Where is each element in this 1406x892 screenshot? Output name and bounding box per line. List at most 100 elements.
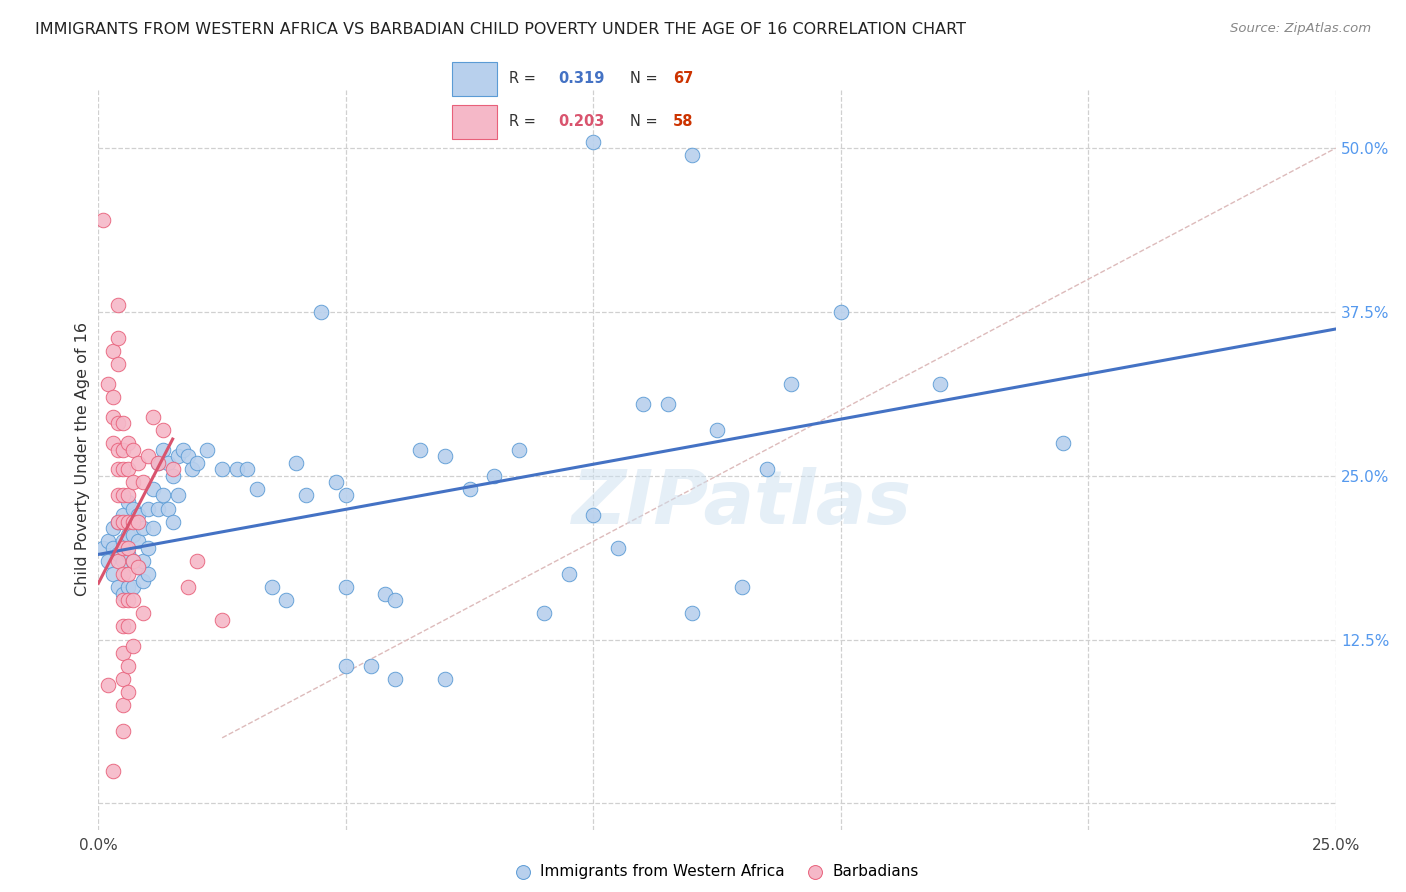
Point [533,607,555,621]
Point [107,442,129,457]
Point [112,619,135,633]
Point [681,607,703,621]
Text: N =: N = [630,114,662,129]
Point [93,213,115,227]
Point [132,554,155,568]
Point [928,377,950,392]
Point [146,456,169,470]
Point [146,456,169,470]
Point [117,462,139,476]
Point [146,501,169,516]
Point [112,508,135,522]
Point [309,305,332,319]
Point [136,501,159,516]
Point [127,560,149,574]
Text: ZIPatlas: ZIPatlas [572,467,912,541]
Y-axis label: Child Poverty Under the Age of 16: Child Poverty Under the Age of 16 [75,322,90,597]
Text: 0.319: 0.319 [558,71,605,87]
Point [112,646,135,660]
Point [127,508,149,522]
Point [156,501,179,516]
Point [582,508,605,522]
Point [295,488,318,502]
Point [117,593,139,607]
Point [162,468,184,483]
Point [211,613,233,627]
Point [103,521,125,535]
Point [152,488,174,502]
Point [107,331,129,345]
Point [285,456,308,470]
Point [107,462,129,476]
Point [103,567,125,582]
Point [582,135,605,149]
Point [122,554,145,568]
FancyBboxPatch shape [451,62,498,95]
Point [166,488,188,502]
Point [142,482,165,496]
Point [172,442,194,457]
Point [657,397,679,411]
Point [107,298,129,312]
Point [122,593,145,607]
Point [156,456,179,470]
Text: R =: R = [509,71,541,87]
Point [127,456,149,470]
Point [1052,436,1074,450]
Point [631,397,654,411]
Text: 58: 58 [672,114,693,129]
Text: 0.203: 0.203 [558,114,605,129]
Point [142,521,165,535]
Point [607,541,630,555]
Point [260,580,283,594]
Point [152,423,174,437]
Point [136,567,159,582]
Point [103,541,125,555]
Point [142,409,165,424]
Point [97,554,120,568]
Point [117,495,139,509]
Point [236,462,259,476]
Point [132,607,155,621]
Point [107,580,129,594]
Point [152,442,174,457]
Point [181,462,204,476]
Point [107,548,129,562]
Point [246,482,269,496]
Point [107,515,129,529]
Point [107,417,129,431]
Point [176,449,198,463]
Point [103,390,125,404]
Point [112,724,135,739]
Point [117,658,139,673]
Point [112,541,135,555]
Point [117,567,139,582]
Point [93,541,115,555]
Point [374,587,396,601]
Point [132,475,155,490]
Legend: Immigrants from Western Africa, Barbadians: Immigrants from Western Africa, Barbadia… [509,857,925,885]
Point [117,436,139,450]
Text: 67: 67 [672,71,693,87]
FancyBboxPatch shape [451,105,498,139]
Text: N =: N = [630,71,662,87]
Point [107,515,129,529]
Point [122,639,145,653]
Point [226,462,249,476]
Point [112,587,135,601]
Point [195,442,218,457]
Point [122,501,145,516]
Point [162,515,184,529]
Point [122,475,145,490]
Point [107,554,129,568]
Point [117,580,139,594]
Point [112,698,135,712]
Point [107,357,129,371]
Point [384,593,406,607]
Text: Source: ZipAtlas.com: Source: ZipAtlas.com [1230,22,1371,36]
Point [117,515,139,529]
Point [122,442,145,457]
Point [186,456,208,470]
Point [335,488,357,502]
Point [127,515,149,529]
